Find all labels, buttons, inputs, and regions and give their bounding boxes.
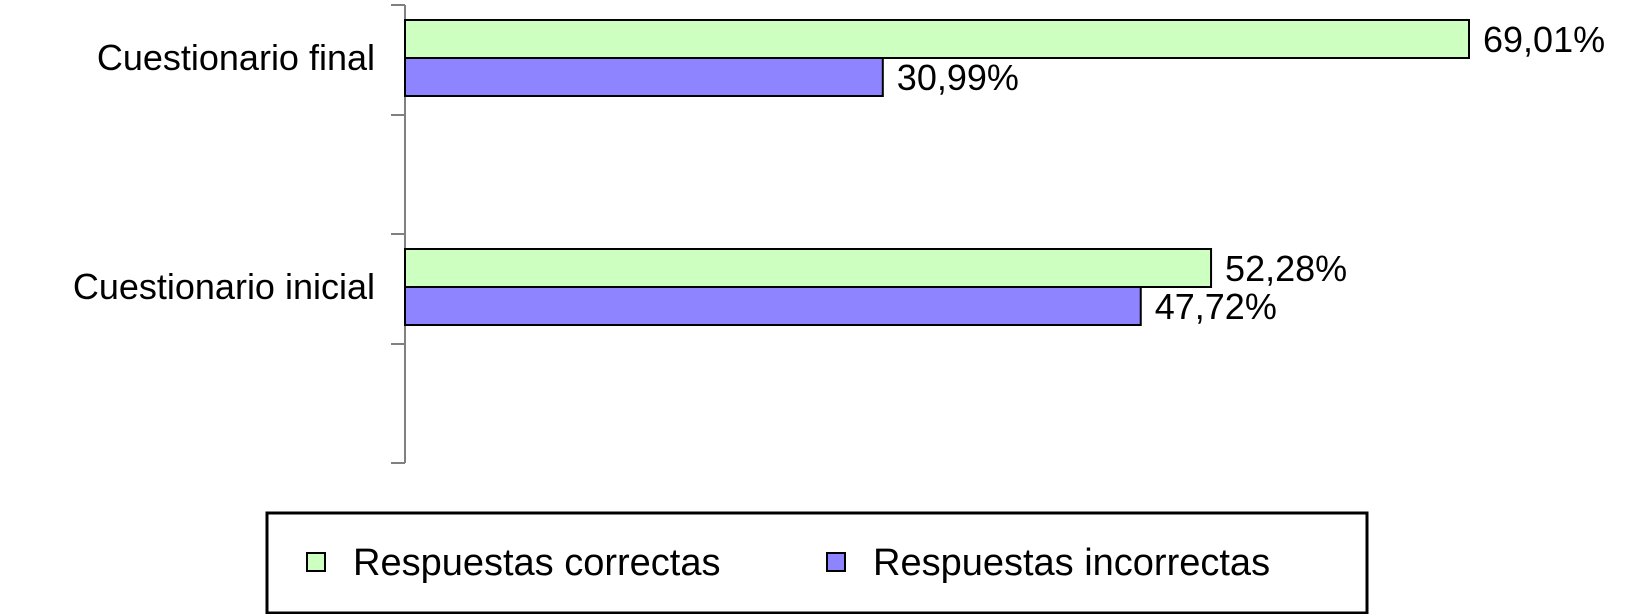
legend-swatch — [306, 552, 326, 572]
bar — [404, 57, 884, 97]
legend: Respuestas correctas Respuestas incorrect… — [265, 511, 1369, 614]
bar — [404, 286, 1142, 326]
legend-box — [265, 511, 1369, 614]
bars — [404, 19, 1470, 326]
bar — [404, 19, 1470, 59]
category-label: Cuestionario final — [97, 37, 375, 78]
data-label: 47,72% — [1155, 286, 1277, 327]
category-label: Cuestionario inicial — [73, 266, 375, 307]
axis — [391, 4, 406, 464]
data-label: 30,99% — [897, 57, 1019, 98]
bar — [404, 248, 1213, 288]
legend-label: Respuestas correctas — [353, 542, 721, 584]
legend-swatch — [826, 552, 846, 572]
data-label: 52,28% — [1225, 248, 1347, 289]
data-label: 69,01% — [1483, 19, 1605, 60]
category-labels: Cuestionario final Cuestionario inicial — [73, 37, 375, 307]
legend-label: Respuestas incorrectas — [873, 542, 1270, 584]
value-labels: 69,01% 30,99% 52,28%47,72% — [897, 19, 1605, 327]
